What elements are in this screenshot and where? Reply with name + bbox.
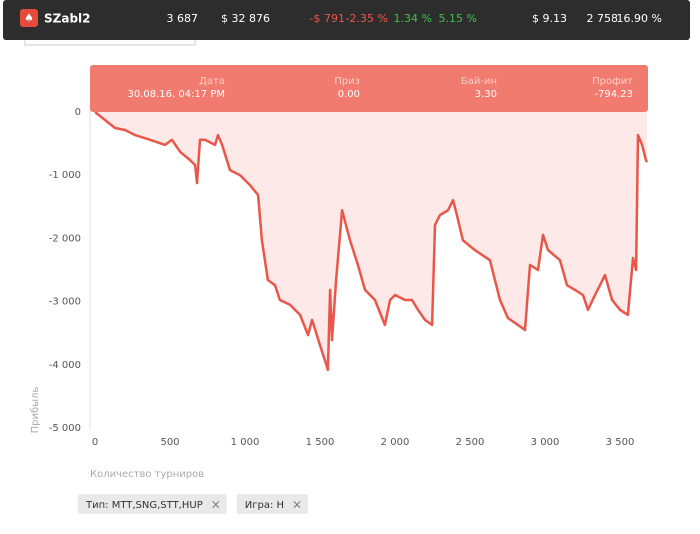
x-axis-label: Количество турниров — [90, 469, 204, 480]
filter-chip[interactable] — [236, 494, 309, 514]
stat: 1.34 % — [394, 12, 432, 25]
y-tick-label: -2 000 — [49, 233, 81, 244]
stat: -$ 791 — [310, 12, 345, 25]
y-tick-label: -4 000 — [49, 360, 81, 371]
stat: 2 758 — [587, 12, 619, 25]
tooltip-value: 3.30 — [475, 89, 497, 100]
dropdown-edge — [24, 40, 196, 46]
top-bar — [3, 0, 690, 40]
x-tick-label: 0 — [92, 437, 98, 448]
y-tick-label: -5 000 — [49, 423, 81, 434]
tooltip-box — [90, 65, 648, 112]
filter-chip[interactable] — [78, 494, 227, 514]
x-tick-label: 2 500 — [456, 437, 485, 448]
logo-icon: ♠ — [24, 12, 34, 25]
filter-text: Тип: MTT,SNG,STT,HUP — [85, 500, 203, 511]
x-tick-label: 500 — [160, 437, 179, 448]
y-tick-label: -3 000 — [49, 297, 81, 308]
tooltip-label: Профит — [592, 76, 633, 87]
x-tick-label: 1 500 — [306, 437, 335, 448]
tooltip-value: 30.08.16, 04:17 PM — [127, 89, 225, 100]
x-tick-label: 3 500 — [606, 437, 635, 448]
y-axis-label: Прибыль — [30, 387, 41, 434]
x-tick-label: 1 000 — [231, 437, 260, 448]
stat: 5.15 % — [439, 12, 477, 25]
profit-line — [94, 111, 649, 372]
user-name[interactable]: SZabl2 — [44, 12, 91, 26]
filter-remove[interactable]: × — [292, 498, 302, 512]
stat: $ 32 876 — [221, 12, 270, 25]
filter-remove[interactable]: × — [211, 498, 221, 512]
stat: 16.90 % — [617, 12, 662, 25]
stat: -2.35 % — [346, 12, 388, 25]
y-tick-label: -1 000 — [49, 170, 81, 181]
tooltip-value: -794.23 — [594, 89, 633, 100]
filter-text: Игра: Н — [245, 500, 284, 511]
x-tick-label: 3 000 — [531, 437, 560, 448]
logo — [20, 9, 38, 27]
area-fill — [95, 112, 647, 370]
tooltip-label: Дата — [199, 76, 225, 87]
tooltip-label: Бай-ин — [461, 76, 497, 87]
stat: 3 687 — [167, 12, 199, 25]
y-tick-label: 0 — [75, 107, 81, 118]
x-tick-label: 2 000 — [381, 437, 410, 448]
tooltip-label: Приз — [334, 76, 360, 87]
tooltip-value: 0.00 — [338, 89, 360, 100]
stat: $ 9.13 — [532, 12, 567, 25]
